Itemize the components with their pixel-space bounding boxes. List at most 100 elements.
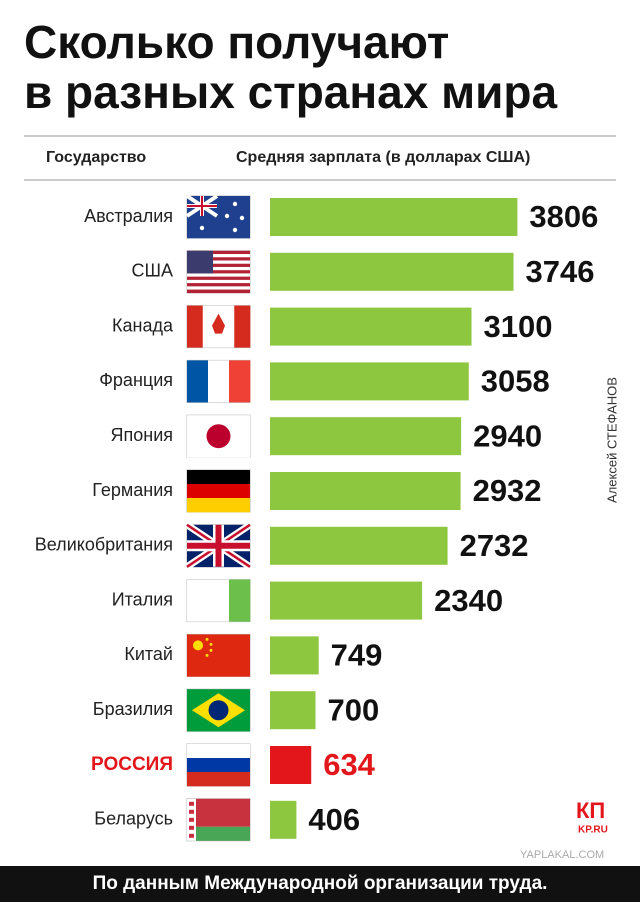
value-label: 406 <box>308 802 360 837</box>
flag-part <box>187 758 250 773</box>
flag-part <box>209 648 213 652</box>
flag-part <box>239 215 245 221</box>
flag-part <box>187 196 217 216</box>
category-label: Бразилия <box>93 699 173 719</box>
flag-part <box>187 250 213 274</box>
title-line: Сколько получают <box>24 16 449 68</box>
flag-part <box>232 227 238 233</box>
flag <box>186 469 251 513</box>
flag-part <box>234 305 251 348</box>
flag <box>186 250 251 294</box>
category-label: Канада <box>112 315 174 335</box>
flag <box>186 688 251 732</box>
flag-part <box>232 201 238 207</box>
flag-part <box>187 254 250 258</box>
watermark: YAPLAKAL.COM <box>520 849 604 861</box>
flag-part <box>187 270 250 274</box>
flag <box>186 305 251 349</box>
flag-part <box>229 579 251 622</box>
title-line: в разных странах мира <box>24 66 558 118</box>
flag <box>186 633 251 677</box>
column-header: Средняя зарплата (в долларах США) <box>236 149 530 166</box>
category-label: Китай <box>124 644 173 664</box>
flag-part <box>187 283 250 287</box>
bar <box>270 362 469 401</box>
flag-part <box>187 772 250 787</box>
category-label: РОССИЯ <box>91 754 173 775</box>
flag-part <box>229 360 251 403</box>
value-label: 3100 <box>484 309 553 344</box>
flag-part <box>187 257 250 261</box>
value-label: 700 <box>328 692 380 727</box>
category-label: Беларусь <box>94 809 173 829</box>
flag-part <box>193 640 203 651</box>
category-label: Великобритания <box>35 535 173 555</box>
flag-part <box>189 801 194 806</box>
flag-part <box>218 305 235 348</box>
flag-part <box>189 825 194 830</box>
flag-part <box>199 225 205 231</box>
value-label: 3806 <box>529 199 598 234</box>
flag-part <box>187 484 250 499</box>
bar <box>270 581 423 620</box>
flag-part <box>187 276 250 281</box>
flag-part <box>224 213 230 219</box>
flag-part <box>187 826 250 841</box>
flag-part <box>187 266 250 271</box>
category-label: США <box>131 261 173 281</box>
flag <box>186 798 251 842</box>
flag-part <box>187 286 250 290</box>
flag <box>185 521 252 570</box>
flag-part <box>205 637 209 641</box>
value-label: 2732 <box>460 528 529 563</box>
value-label: 2940 <box>473 418 542 453</box>
flag-part <box>208 700 229 721</box>
flag-part <box>189 809 194 814</box>
flag-part <box>189 833 194 838</box>
flag-part <box>209 642 213 646</box>
bar <box>270 526 448 565</box>
value-label: 2932 <box>473 473 542 508</box>
value-label: 2340 <box>434 583 503 618</box>
value-label: 749 <box>331 638 383 673</box>
value-label: 634 <box>323 747 375 782</box>
flag-part <box>187 798 250 827</box>
bar <box>270 472 461 510</box>
category-label: Германия <box>92 480 173 500</box>
value-label: 3058 <box>481 364 550 399</box>
flag-part <box>187 360 209 403</box>
bar <box>270 636 319 675</box>
flag-part <box>208 360 230 403</box>
flag-part <box>187 279 250 284</box>
bar <box>270 691 316 730</box>
flag-part <box>206 424 231 449</box>
flag-part <box>202 305 219 348</box>
column-header: Государство <box>46 149 146 166</box>
flag <box>186 579 251 623</box>
flag-part <box>187 744 250 759</box>
flag-part <box>187 470 250 485</box>
value-label: 3746 <box>525 254 594 289</box>
bar <box>270 198 518 236</box>
flag-part <box>187 260 250 265</box>
flag-part <box>187 263 250 268</box>
bar <box>270 800 297 839</box>
bar <box>270 307 472 346</box>
flag-part <box>187 498 250 513</box>
flag-part <box>187 579 209 622</box>
flag-part <box>187 273 250 277</box>
flag <box>186 359 251 403</box>
footer-bar <box>0 866 640 902</box>
author-credit: Алексей СТЕФАНОВ <box>604 377 619 503</box>
flag-part <box>205 653 209 657</box>
flag <box>186 743 251 787</box>
source-note: По данным Международной организации труд… <box>93 873 548 894</box>
bar <box>270 746 312 784</box>
bar <box>270 252 514 291</box>
flag-part <box>187 305 204 348</box>
flag-part <box>212 313 225 334</box>
flag <box>186 414 251 458</box>
flag-part <box>187 289 250 294</box>
category-label: Австралия <box>84 206 173 226</box>
